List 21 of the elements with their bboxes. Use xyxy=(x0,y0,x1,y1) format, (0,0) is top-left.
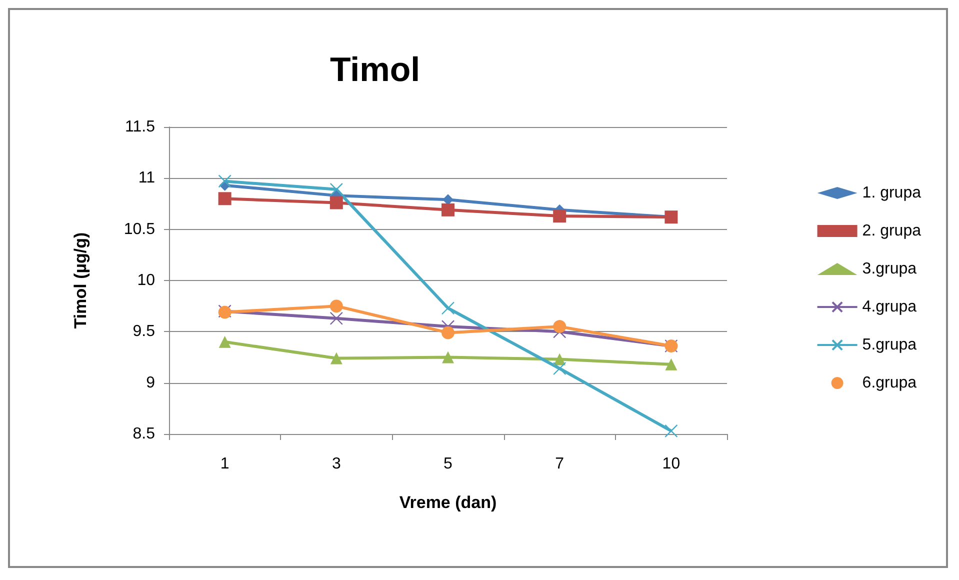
y-axis-title: Timol (µg/g) xyxy=(71,232,90,329)
legend-label: 3.grupa xyxy=(862,260,917,278)
x-tick-label: 5 xyxy=(444,456,453,472)
x-tick-label: 10 xyxy=(662,456,680,472)
x-tick-label: 7 xyxy=(555,456,564,472)
y-tick-label: 8.5 xyxy=(132,426,156,442)
chart-title: Timol xyxy=(330,51,420,89)
y-tick-label: 9 xyxy=(146,374,156,392)
y-tick-label: 9.5 xyxy=(132,323,156,340)
y-tick-label: 11.5 xyxy=(125,118,156,136)
legend-label: 5.grupa xyxy=(862,336,917,354)
y-tick-label: 11 xyxy=(138,170,156,187)
legend-label: 1. grupa xyxy=(862,184,922,202)
legend-label: 2. grupa xyxy=(862,222,922,240)
y-tick-label: 10 xyxy=(137,272,156,289)
x-tick-label: 3 xyxy=(332,456,341,472)
y-tick-label: 10.5 xyxy=(124,220,156,238)
x-tick-label: 1 xyxy=(220,456,230,472)
legend-label: 4.grupa xyxy=(862,298,917,316)
legend-label: 6.grupa xyxy=(862,374,917,392)
x-axis-title: Vreme (dan) xyxy=(399,493,497,512)
